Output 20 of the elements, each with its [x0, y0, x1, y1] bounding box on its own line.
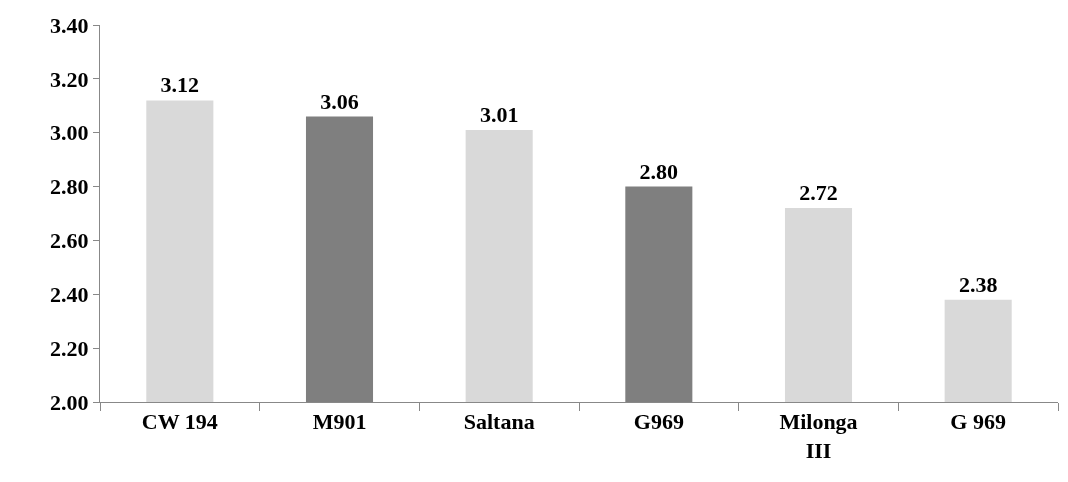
data-label: 3.12 — [160, 72, 200, 98]
y-tick-label: 3.40 — [50, 12, 89, 38]
data-label: 3.01 — [479, 102, 519, 128]
y-tick-label: 2.20 — [50, 335, 89, 361]
x-tick-label: M901 — [312, 409, 367, 435]
y-tick-label: 3.20 — [50, 66, 89, 92]
x-tick-label: Milonga III — [779, 409, 858, 463]
y-tick-label: 2.40 — [50, 281, 89, 307]
x-tick-label: CW 194 — [141, 409, 218, 435]
data-label: 2.38 — [958, 271, 998, 297]
y-tick-label: 3.00 — [50, 120, 89, 146]
x-tick-label: G 969 — [950, 409, 1006, 435]
y-tick-label: 2.80 — [50, 174, 89, 200]
data-label: 3.06 — [320, 88, 359, 114]
y-tick-label: 2.60 — [50, 228, 89, 254]
x-tick-label: G969 — [633, 409, 684, 435]
data-label: 2.72 — [799, 180, 838, 206]
x-tick-label: Saltana — [463, 409, 535, 435]
data-label: 2.80 — [639, 158, 679, 184]
y-tick-label: 2.00 — [50, 389, 89, 415]
